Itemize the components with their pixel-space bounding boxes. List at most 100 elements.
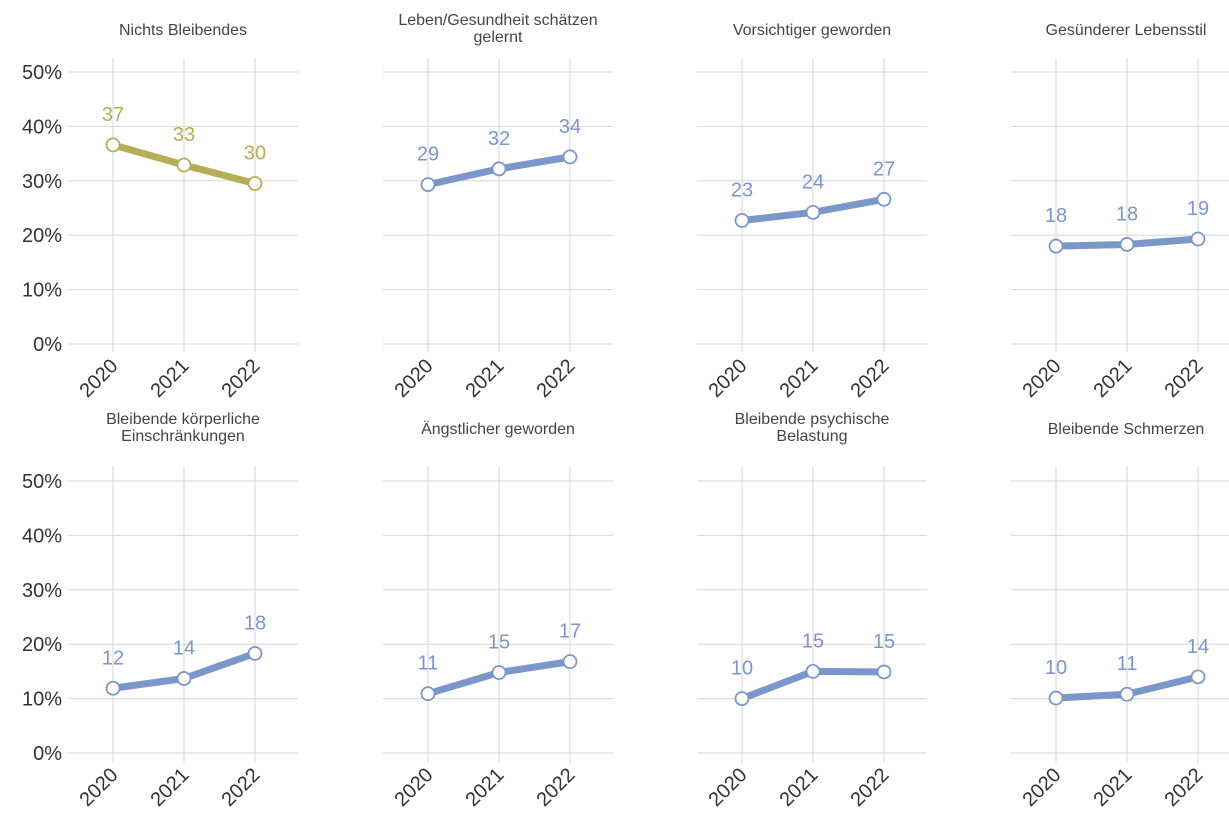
data-label: 34 xyxy=(559,116,581,138)
data-label: 32 xyxy=(488,128,510,150)
data-point xyxy=(1190,231,1206,247)
y-tick-label: 40% xyxy=(22,116,62,138)
data-label: 30 xyxy=(244,143,266,165)
data-point xyxy=(734,213,750,228)
x-tick-label: 2020 xyxy=(1019,764,1066,811)
x-tick-label: 2022 xyxy=(533,764,580,811)
y-tick-label: 30% xyxy=(22,580,62,602)
x-tick-label: 2020 xyxy=(76,764,123,811)
data-label: 15 xyxy=(873,631,895,653)
data-label: 19 xyxy=(1187,198,1209,220)
panel-6: Ängstlicher geworden 11 15 17 2020 2021 2022 xyxy=(383,420,613,811)
panel-title: Bleibende körperliche xyxy=(106,411,260,428)
data-label: 10 xyxy=(1045,657,1067,679)
panel-title: Nichts Bleibendes xyxy=(119,22,247,39)
x-tick-label: 2022 xyxy=(1161,355,1208,402)
data-point xyxy=(1119,237,1135,252)
panel-4: Gesünderer Lebensstil 18 18 19 2020 2021 2022 xyxy=(1011,22,1229,402)
y-tick-label: 40% xyxy=(22,525,62,547)
data-label: 17 xyxy=(559,621,581,643)
panel-5: 0% 10% 20% 30% 40% 50% Bleibende körperlicheEi… xyxy=(22,411,298,811)
data-label: 18 xyxy=(244,612,266,634)
y-tick-label: 50% xyxy=(22,471,62,493)
data-label: 14 xyxy=(173,637,195,659)
data-label: 11 xyxy=(1117,653,1138,675)
data-label: 14 xyxy=(1187,636,1209,658)
panel-1: 0% 10% 20% 30% 40% 50% Nichts Bleibendes 37 33 30… xyxy=(22,22,298,402)
data-point xyxy=(105,680,121,696)
panel-title: Leben/Gesundheit schätzen xyxy=(398,12,597,29)
x-tick-label: 2020 xyxy=(76,355,123,402)
x-tick-label: 2022 xyxy=(533,355,580,402)
y-tick-label: 50% xyxy=(22,62,62,84)
x-tick-label: 2021 xyxy=(1090,355,1137,402)
x-tick-label: 2022 xyxy=(847,355,894,402)
x-tick-label: 2021 xyxy=(147,764,194,811)
y-tick-label: 0% xyxy=(33,334,62,356)
panel-title: Einschränkungen xyxy=(121,428,245,445)
data-point xyxy=(562,654,578,670)
x-tick-label: 2022 xyxy=(218,764,265,811)
data-point xyxy=(247,646,263,661)
data-point xyxy=(1119,686,1135,702)
x-tick-label: 2020 xyxy=(391,355,438,402)
x-tick-label: 2020 xyxy=(391,764,438,811)
data-point xyxy=(176,157,192,173)
data-label: 24 xyxy=(802,171,824,193)
data-point xyxy=(176,671,192,686)
x-tick-label: 2021 xyxy=(462,355,509,402)
data-label: 27 xyxy=(873,158,895,180)
x-tick-label: 2022 xyxy=(218,355,265,402)
data-label: 37 xyxy=(102,104,124,126)
data-point xyxy=(1048,690,1064,706)
data-label: 18 xyxy=(1045,205,1067,227)
panel-8: Bleibende Schmerzen 10 11 14 2020 2021 2022 xyxy=(1011,421,1229,811)
data-label: 18 xyxy=(1116,203,1138,225)
x-tick-label: 2020 xyxy=(1019,355,1066,402)
data-point xyxy=(1190,669,1206,685)
data-point xyxy=(876,191,892,207)
y-tick-label: 20% xyxy=(22,634,62,656)
x-tick-label: 2021 xyxy=(776,764,823,811)
data-point xyxy=(734,691,750,706)
data-point xyxy=(247,176,263,191)
data-label: 15 xyxy=(488,631,510,653)
panel-title: Bleibende psychische xyxy=(735,411,890,428)
y-tick-label: 30% xyxy=(22,171,62,193)
data-label: 11 xyxy=(418,653,439,675)
x-tick-label: 2020 xyxy=(705,764,752,811)
y-tick-label: 10% xyxy=(22,280,62,302)
data-point xyxy=(105,137,121,153)
data-label: 10 xyxy=(731,658,753,680)
x-tick-label: 2021 xyxy=(776,355,823,402)
data-point xyxy=(805,664,821,679)
panel-title: Ängstlicher geworden xyxy=(421,420,575,438)
data-label: 29 xyxy=(417,144,439,166)
x-tick-label: 2021 xyxy=(147,355,194,402)
y-tick-label: 0% xyxy=(33,743,62,765)
x-tick-label: 2021 xyxy=(1090,764,1137,811)
panel-title: Belastung xyxy=(776,428,847,445)
data-point xyxy=(491,665,507,680)
data-label: 15 xyxy=(802,630,824,652)
data-point xyxy=(491,161,507,177)
data-point xyxy=(420,177,436,193)
data-point xyxy=(805,204,821,220)
data-label: 33 xyxy=(173,124,195,146)
x-tick-label: 2020 xyxy=(705,355,752,402)
x-tick-label: 2022 xyxy=(1161,764,1208,811)
data-label: 23 xyxy=(731,180,753,202)
panel-title: Vorsichtiger geworden xyxy=(733,22,891,39)
data-point xyxy=(562,149,578,165)
panel-3: Vorsichtiger geworden 23 24 27 2020 2021 2022 xyxy=(697,22,927,402)
y-tick-label: 20% xyxy=(22,225,62,247)
panel-title: gelernt xyxy=(474,29,523,46)
data-label: 12 xyxy=(102,647,124,669)
data-point xyxy=(876,664,892,680)
data-point xyxy=(1048,238,1064,254)
panel-title: Gesünderer Lebensstil xyxy=(1046,22,1207,39)
x-tick-label: 2022 xyxy=(847,764,894,811)
